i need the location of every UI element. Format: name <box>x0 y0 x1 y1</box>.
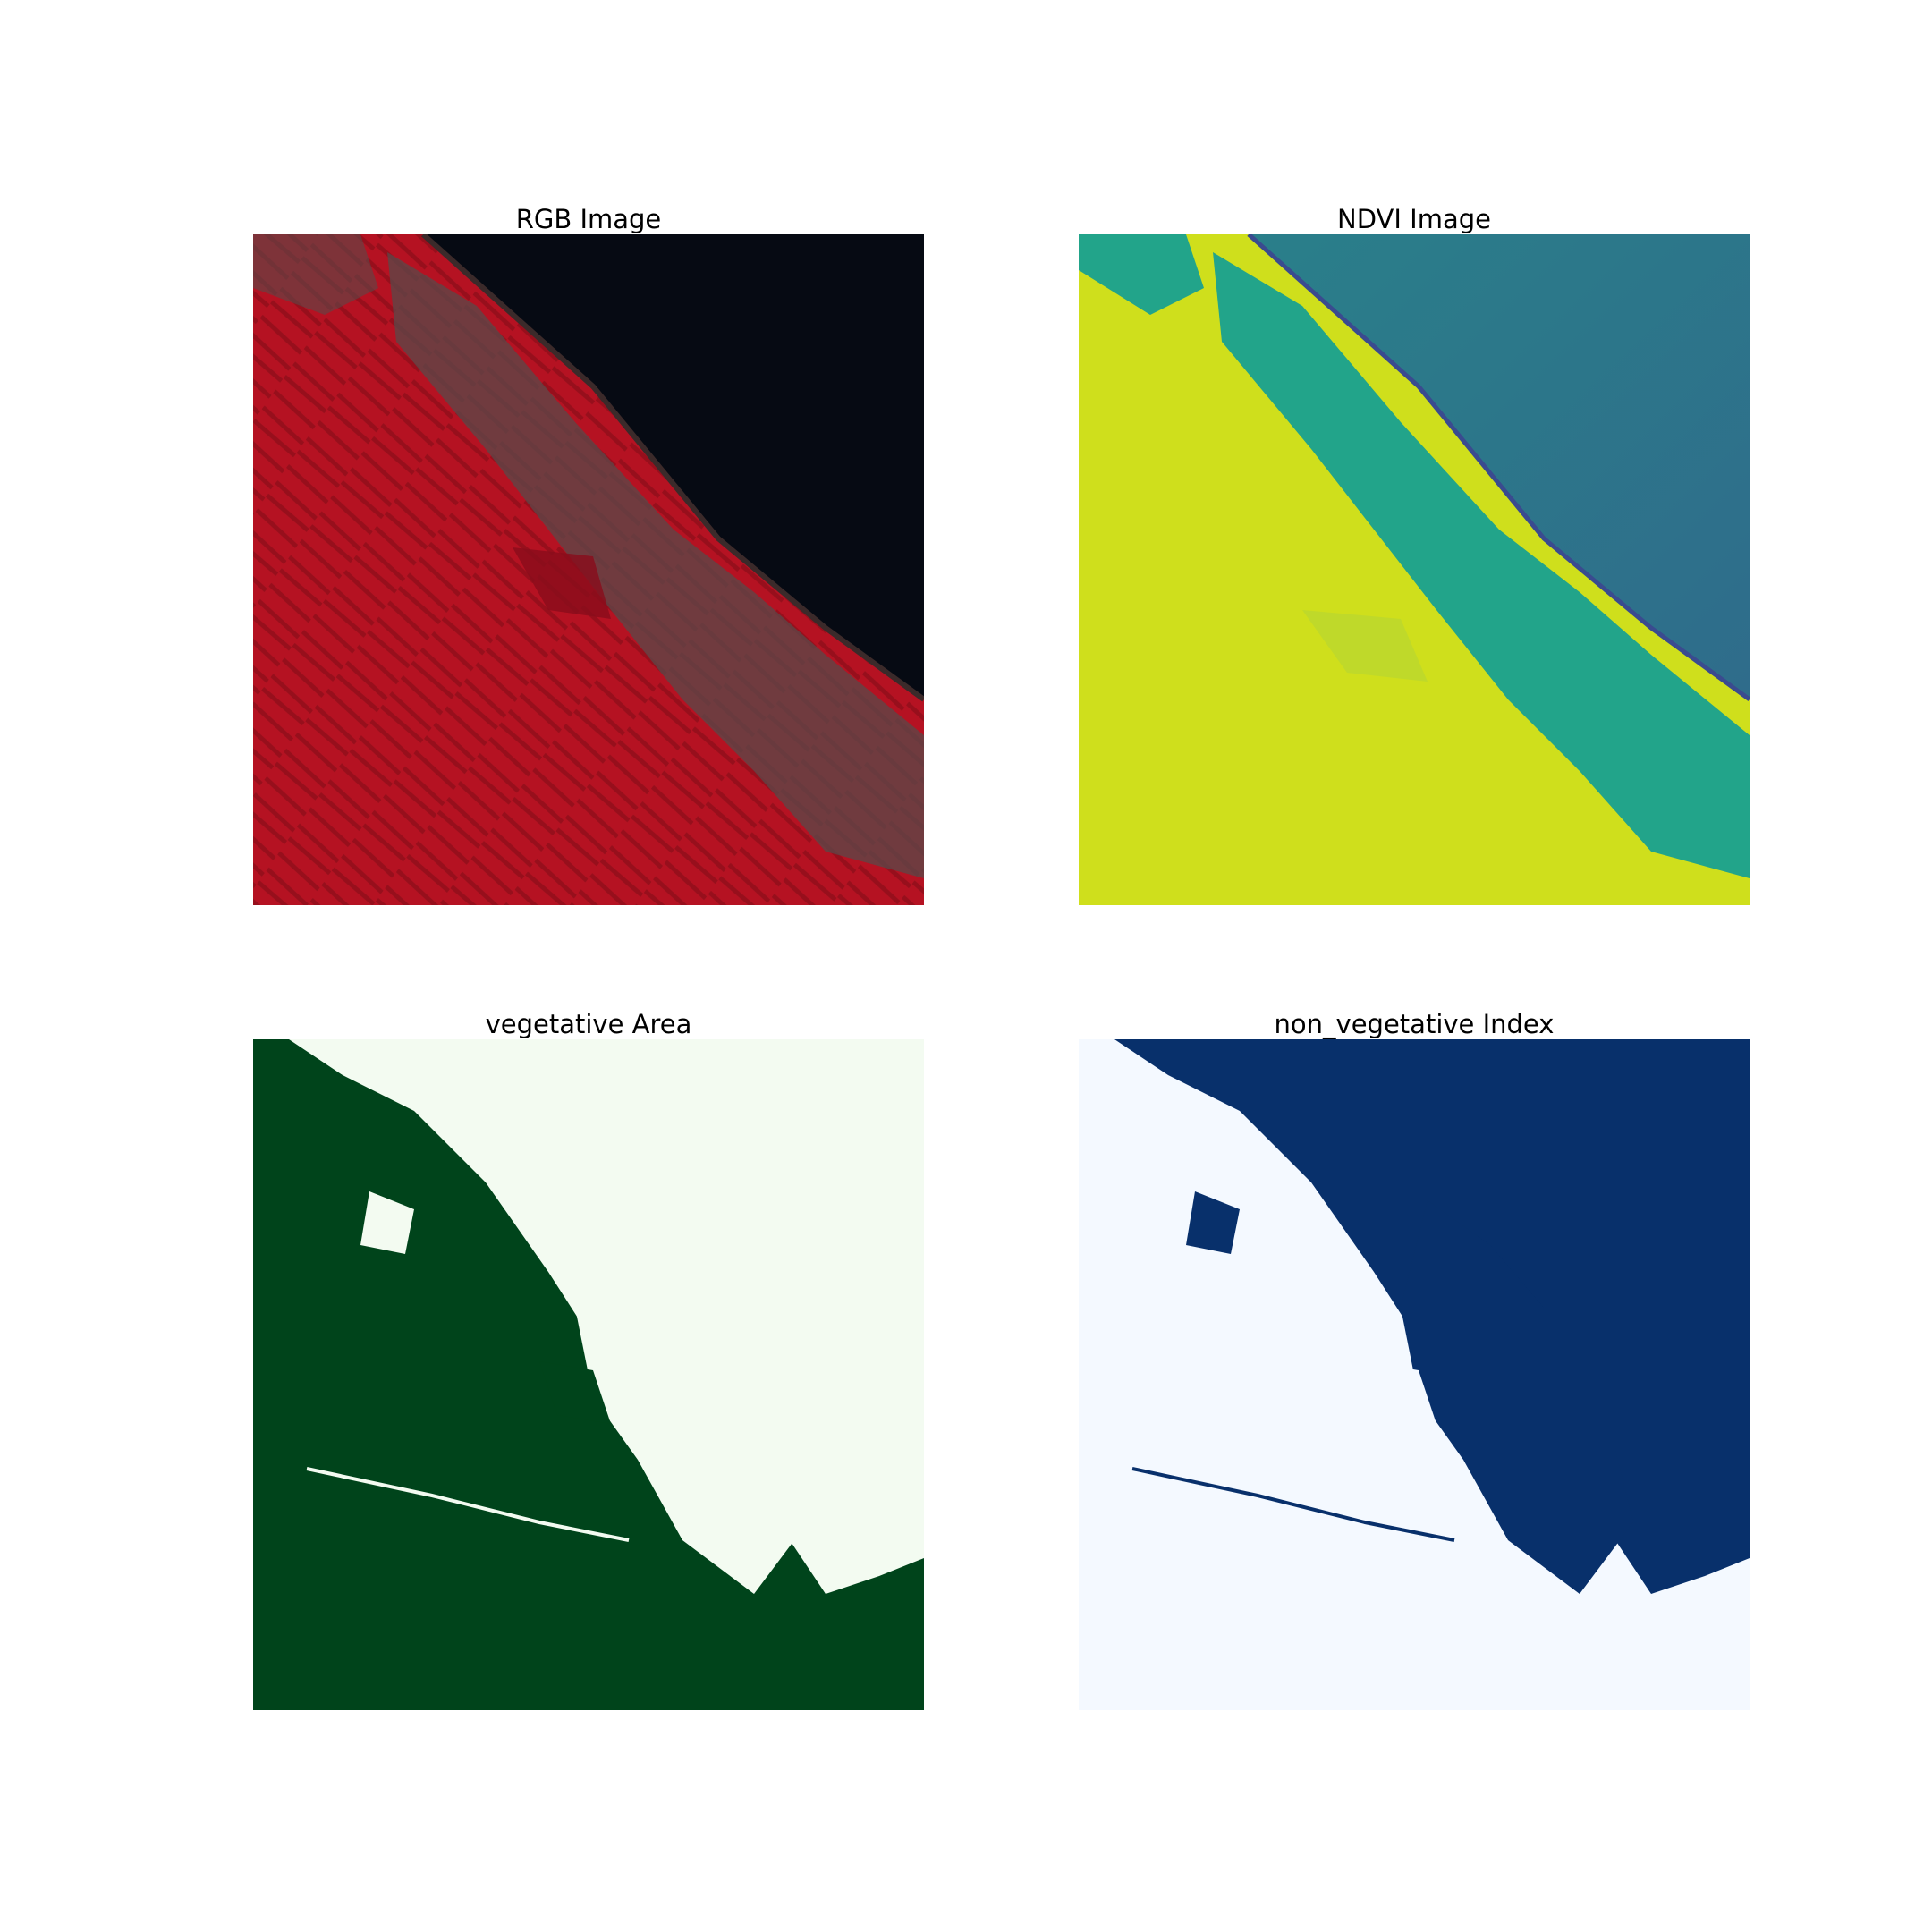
panel-title: NDVI Image <box>1337 204 1491 234</box>
panel-title: vegetative Area <box>485 1009 692 1039</box>
rgb-image <box>253 234 924 905</box>
field-patch <box>1302 610 1428 682</box>
non-vegetation-patch <box>1365 1361 1436 1424</box>
field-patch <box>513 547 611 619</box>
urban-zone <box>387 252 924 878</box>
non-vegetative-mask <box>1079 1039 1750 1710</box>
coastline <box>420 234 924 702</box>
ndvi-image <box>1079 234 1750 905</box>
sea-area <box>423 234 924 699</box>
mid-ndvi-zone <box>1213 252 1750 878</box>
mid-ndvi-zone <box>1079 234 1204 315</box>
urban-zone <box>253 234 378 315</box>
river-line <box>1131 1467 1455 1542</box>
panel-title: RGB Image <box>515 204 662 234</box>
vegetation-mask-area <box>1401 1200 1633 1594</box>
panel-vegetative-area: vegetative Area <box>253 1009 924 1710</box>
vegetation-mask-area <box>1186 1191 1240 1254</box>
coastline <box>1247 234 1750 702</box>
panel-rgb-image: RGB Image <box>253 204 924 905</box>
sea-area <box>1249 234 1750 699</box>
non-vegetation-area <box>360 1191 414 1254</box>
panel-non-vegetative-index: non_vegetative Index <box>1079 1009 1750 1710</box>
vegetation-patch <box>539 1361 611 1424</box>
panel-ndvi-image: NDVI Image <box>1079 204 1750 905</box>
panel-title: non_vegetative Index <box>1274 1009 1555 1039</box>
river-line <box>306 1467 630 1542</box>
non-vegetation-area <box>575 1200 808 1594</box>
vegetative-mask <box>253 1039 924 1710</box>
